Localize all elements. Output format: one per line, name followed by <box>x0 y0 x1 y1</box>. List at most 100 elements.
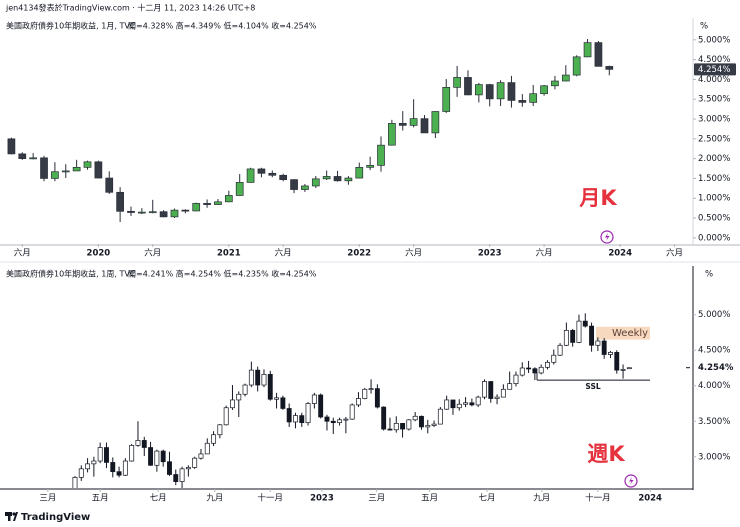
candle-body <box>129 445 135 462</box>
candle-body <box>223 407 229 426</box>
candle-body <box>576 320 582 343</box>
candle-body <box>192 457 198 468</box>
candle-body <box>601 340 607 355</box>
level-label: SSL <box>585 382 600 391</box>
candle-body <box>582 320 588 327</box>
y-tick-label: 2.000% <box>698 154 730 164</box>
candle-body <box>78 468 84 478</box>
candle-body <box>203 203 211 205</box>
candle-body <box>116 471 122 476</box>
y-tick-label: 3.000% <box>698 115 730 125</box>
candle-body <box>159 211 168 218</box>
candle-body <box>469 402 475 406</box>
candle-body <box>211 434 217 444</box>
x-tick-label: 十一月 <box>585 493 611 504</box>
candle-body <box>563 330 569 346</box>
candle-body <box>463 402 469 405</box>
candle-body <box>204 442 210 455</box>
candle-body <box>311 178 320 187</box>
candle-body <box>614 352 620 371</box>
x-tick-label: 五月 <box>92 494 109 504</box>
candle-body <box>154 450 160 466</box>
annotation: 月K <box>578 186 617 210</box>
x-tick-label: 六月 <box>666 248 683 259</box>
candle-body <box>540 85 548 95</box>
candle-body <box>299 415 305 424</box>
candle-body <box>322 176 331 180</box>
candle-body <box>181 209 190 212</box>
candle-body <box>198 453 204 459</box>
candle-body <box>557 344 563 356</box>
x-tick-label: 六月 <box>536 248 553 259</box>
candle-body <box>85 463 91 470</box>
candle-body <box>18 153 27 159</box>
candle-body <box>51 171 59 179</box>
candle-body <box>330 420 336 424</box>
y-tick-label: 4.500% <box>698 55 730 65</box>
candle-body <box>409 118 418 126</box>
candle-body <box>595 340 601 346</box>
candle-body <box>305 403 311 424</box>
candle-body <box>141 440 147 448</box>
y-tick-label: 4.500% <box>698 346 730 356</box>
candle-body <box>343 418 349 421</box>
candle-body <box>274 397 280 400</box>
x-tick-label: 九月 <box>533 494 550 504</box>
x-tick-label: 十一月 <box>258 493 284 504</box>
candle-body <box>160 450 166 463</box>
candle-body <box>572 56 581 76</box>
candle-body <box>97 447 103 462</box>
candle-body <box>442 86 451 112</box>
y-tick-label: 4.000% <box>698 381 730 391</box>
candle-body <box>513 374 519 384</box>
y-tick-label: 5.000% <box>698 35 730 45</box>
legend-ohlc: 開=4.241% 高=4.254% 低=4.235% 收=4.254% <box>128 269 317 279</box>
last-price-label: 4.254% <box>698 65 730 75</box>
candle-body <box>412 415 418 421</box>
candle-body <box>400 423 406 430</box>
annotation: 週K <box>587 442 625 466</box>
header: jen4134發表於TradingView.com · 十二月 11, 2023… <box>5 3 255 13</box>
candle-body <box>431 111 440 134</box>
candle-body <box>122 460 128 476</box>
candle-body <box>529 93 538 103</box>
alert-icon <box>600 230 614 244</box>
candle-body <box>355 167 364 179</box>
candle-body <box>333 176 342 182</box>
candle-body <box>387 428 393 431</box>
candle-body <box>268 172 277 176</box>
candle-body <box>605 66 614 70</box>
candle-body <box>242 384 248 395</box>
legend-title: 美國政府債券10年期收益, 1月, TVC <box>6 21 136 31</box>
plot-area <box>7 39 614 223</box>
candle-body <box>589 325 595 346</box>
candle-body <box>482 381 487 398</box>
candle-body <box>374 388 380 408</box>
candle-body <box>267 374 273 400</box>
candle-body <box>406 419 412 430</box>
candle-body <box>583 42 592 58</box>
candle-body <box>474 84 483 96</box>
x-tick-label: 2024 <box>638 494 662 504</box>
y-tick-label: 3.500% <box>698 95 730 105</box>
candle-body <box>437 408 443 425</box>
candle-body <box>450 399 456 409</box>
candle-body <box>255 369 261 386</box>
candle-body <box>488 381 494 399</box>
candle-body <box>626 367 632 370</box>
candle-body <box>608 352 613 355</box>
candle-body <box>377 144 385 166</box>
candle-body <box>551 354 557 363</box>
candle-body <box>104 447 109 463</box>
y-tick-label: 5.000% <box>698 310 730 320</box>
candle-body <box>425 425 431 428</box>
x-tick-label: 七月 <box>150 494 167 504</box>
candle-body <box>72 167 81 172</box>
x-tick-label: 2021 <box>217 249 241 259</box>
candle-body <box>173 474 179 482</box>
candle-body <box>507 82 516 101</box>
candle-body <box>235 182 244 196</box>
candle-body <box>496 82 505 100</box>
candle-body <box>7 138 16 155</box>
